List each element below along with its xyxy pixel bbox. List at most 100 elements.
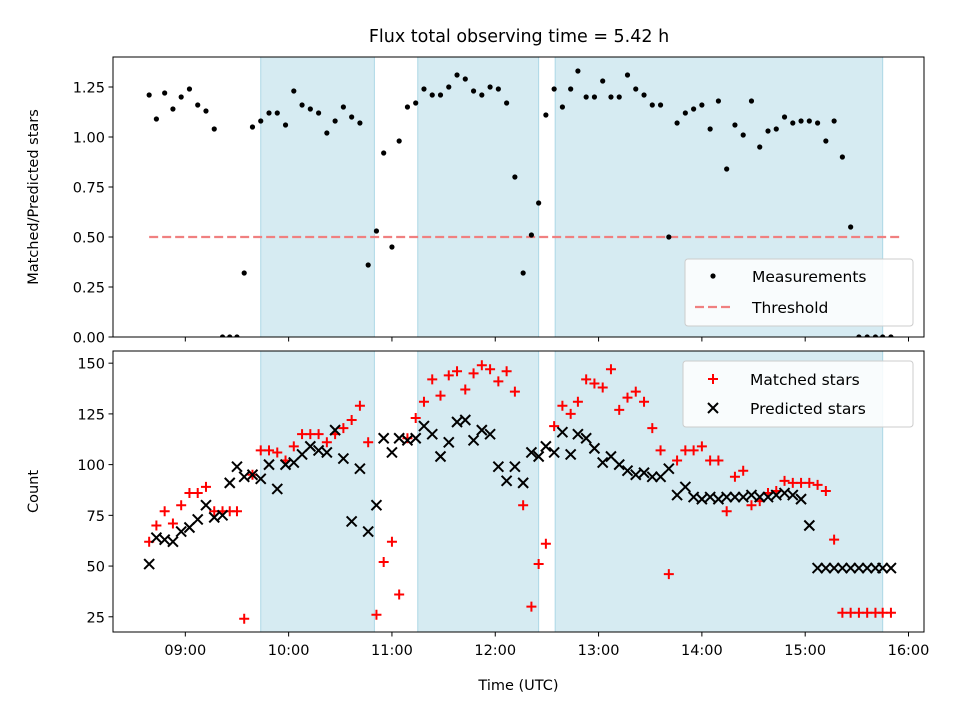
predicted-star-point bbox=[588, 442, 601, 455]
measurement-point bbox=[470, 88, 477, 94]
predicted-star-point bbox=[687, 491, 700, 503]
matched-star-point bbox=[829, 534, 840, 545]
measurement-point bbox=[888, 334, 894, 337]
legend-marker-measurements bbox=[710, 273, 716, 279]
ratio-panel: 0.00 0.25 0.50 0.75 1.00 1.25 Matched/Predicte… bbox=[26, 56, 925, 347]
predicted-star-point bbox=[885, 562, 897, 574]
matched-star-point bbox=[557, 400, 568, 411]
legend-marker-matched bbox=[708, 374, 718, 384]
measurement-point bbox=[234, 334, 240, 337]
axes-frame bbox=[112, 350, 925, 633]
measurement-point bbox=[732, 122, 738, 128]
measurement-point bbox=[699, 102, 705, 108]
matched-star-point bbox=[427, 374, 438, 385]
predicted-star-point bbox=[167, 536, 179, 548]
measurement-point bbox=[203, 108, 209, 114]
matched-star-point bbox=[272, 447, 283, 458]
measurement-point bbox=[446, 84, 452, 90]
predicted-star-point bbox=[509, 460, 521, 473]
measurement-point bbox=[495, 86, 501, 92]
predicted-star-point bbox=[238, 471, 250, 483]
predicted-star-point bbox=[630, 469, 642, 481]
predicted-star-point bbox=[345, 515, 358, 528]
x-tick-label: 13:00 bbox=[578, 643, 620, 659]
predicted-star-point bbox=[696, 493, 708, 505]
measurement-point bbox=[666, 234, 672, 240]
measurement-point bbox=[633, 86, 639, 92]
predicted-star-point bbox=[778, 487, 791, 499]
matched-star-point bbox=[509, 386, 520, 397]
predicted-star-point bbox=[459, 414, 472, 426]
measurement-point bbox=[568, 86, 574, 92]
shaded-interval bbox=[417, 56, 540, 338]
predicted-star-point bbox=[467, 434, 480, 446]
predicted-star-point bbox=[143, 558, 155, 570]
measurement-point bbox=[487, 84, 493, 90]
measurement-point bbox=[740, 132, 746, 138]
matched-star-point bbox=[493, 376, 504, 387]
measurement-point bbox=[806, 118, 812, 124]
measurement-point bbox=[373, 228, 380, 234]
predicted-star-point bbox=[820, 562, 832, 574]
predicted-star-point bbox=[770, 489, 782, 501]
predicted-star-point bbox=[572, 428, 584, 440]
measurement-point bbox=[291, 88, 297, 94]
matched-star-point bbox=[288, 441, 299, 452]
predicted-star-point bbox=[548, 446, 560, 459]
matched-star-point bbox=[460, 384, 471, 395]
measurement-point bbox=[528, 232, 535, 238]
matched-star-point bbox=[639, 396, 650, 407]
measurement-point bbox=[249, 124, 256, 130]
measurement-point bbox=[479, 92, 485, 98]
measurement-point bbox=[211, 126, 217, 132]
matched-star-point bbox=[663, 569, 674, 580]
x-tick-label: 14:00 bbox=[681, 643, 723, 659]
matched-star-point bbox=[231, 506, 242, 517]
measurement-point bbox=[823, 138, 829, 144]
predicted-star-point bbox=[393, 432, 405, 444]
matched-star-point bbox=[614, 404, 625, 415]
matched-star-point bbox=[738, 465, 749, 476]
measurement-point bbox=[831, 118, 837, 124]
predicted-star-point bbox=[836, 562, 849, 574]
predicted-star-point bbox=[663, 462, 675, 475]
measurement-point bbox=[146, 92, 152, 98]
measurement-point bbox=[790, 120, 796, 126]
measurement-point bbox=[429, 92, 435, 98]
y-tick-label: 1.25 bbox=[73, 81, 105, 97]
measurement-point bbox=[381, 150, 387, 156]
measurement-point bbox=[162, 90, 168, 96]
predicted-star-point bbox=[354, 462, 366, 475]
x-tick-label: 15:00 bbox=[784, 643, 826, 659]
shaded-interval bbox=[260, 350, 375, 633]
predicted-star-point bbox=[443, 436, 455, 449]
x-axis-label: Time (UTC) bbox=[477, 678, 558, 694]
plot-area bbox=[143, 360, 897, 624]
predicted-star-point bbox=[704, 491, 716, 503]
y-tick-label: 125 bbox=[77, 407, 105, 423]
predicted-star-point bbox=[426, 428, 438, 440]
predicted-star-point bbox=[621, 464, 634, 477]
legend: Matched stars Predicted stars bbox=[682, 360, 914, 428]
matched-star-point bbox=[713, 455, 724, 466]
matched-star-point bbox=[443, 370, 454, 381]
predicted-star-point bbox=[321, 446, 333, 459]
measurement-point bbox=[299, 102, 305, 108]
matched-star-point bbox=[746, 500, 757, 511]
measurement-point bbox=[421, 86, 427, 92]
predicted-star-point bbox=[828, 562, 840, 574]
matched-star-point bbox=[151, 520, 162, 531]
matched-star-point bbox=[696, 441, 707, 452]
predicted-star-point bbox=[362, 525, 374, 538]
measurement-point bbox=[765, 128, 771, 134]
measurement-point bbox=[282, 122, 289, 128]
matched-star-point bbox=[721, 506, 732, 517]
matched-star-point bbox=[820, 485, 831, 496]
matched-star-point bbox=[338, 423, 349, 434]
axes-frame bbox=[112, 56, 925, 338]
measurement-point bbox=[504, 100, 510, 106]
y-tick-label: 100 bbox=[77, 458, 105, 474]
matched-star-point bbox=[655, 445, 666, 456]
predicted-star-point bbox=[556, 426, 569, 438]
predicted-star-point bbox=[876, 562, 889, 574]
